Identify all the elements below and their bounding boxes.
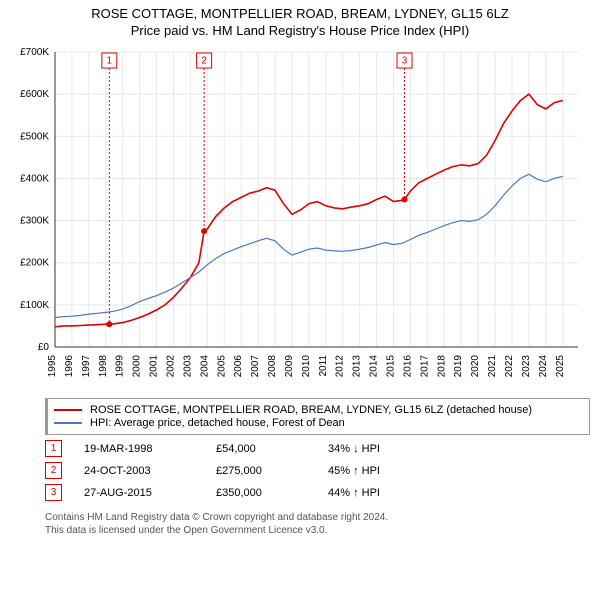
footnote-line1: Contains HM Land Registry data © Crown c… (45, 511, 590, 524)
svg-text:1: 1 (107, 56, 113, 67)
footnote-line2: This data is licensed under the Open Gov… (45, 524, 590, 537)
sale-date-2: 24-OCT-2003 (84, 465, 194, 477)
svg-text:2006: 2006 (233, 355, 244, 378)
svg-text:2010: 2010 (301, 355, 312, 378)
svg-text:1996: 1996 (64, 355, 75, 378)
sale-diff-3: 44% ↑ HPI (328, 487, 418, 499)
sale-diff-1: 34% ↓ HPI (328, 443, 418, 455)
svg-text:2003: 2003 (182, 355, 193, 378)
svg-text:2018: 2018 (436, 355, 447, 378)
svg-text:2020: 2020 (470, 355, 481, 378)
svg-text:2019: 2019 (453, 355, 464, 378)
sales-table: 1 19-MAR-1998 £54,000 34% ↓ HPI 2 24-OCT… (45, 440, 590, 501)
sale-badge-2: 2 (45, 462, 62, 479)
svg-text:2013: 2013 (352, 355, 363, 378)
legend: ROSE COTTAGE, MONTPELLIER ROAD, BREAM, L… (45, 398, 590, 435)
svg-text:£100K: £100K (20, 300, 49, 311)
footnote: Contains HM Land Registry data © Crown c… (45, 511, 590, 537)
svg-text:2016: 2016 (402, 355, 413, 378)
svg-text:2011: 2011 (318, 355, 329, 377)
svg-text:2001: 2001 (149, 355, 160, 378)
sale-date-3: 27-AUG-2015 (84, 487, 194, 499)
chart-area: £0 £100K £200K £300K £400K £500K £600K £700K 199… (10, 42, 590, 392)
svg-text:2009: 2009 (284, 355, 295, 378)
svg-text:1998: 1998 (98, 355, 109, 378)
svg-text:2002: 2002 (165, 355, 176, 378)
svg-text:£400K: £400K (20, 173, 49, 184)
svg-text:3: 3 (402, 56, 408, 67)
svg-text:2025: 2025 (555, 355, 566, 378)
svg-text:2000: 2000 (132, 355, 143, 378)
sale-diff-2: 45% ↑ HPI (328, 465, 418, 477)
svg-text:2008: 2008 (267, 355, 278, 378)
title-address: ROSE COTTAGE, MONTPELLIER ROAD, BREAM, L… (0, 6, 600, 21)
svg-text:2: 2 (201, 56, 207, 67)
legend-swatch-property (54, 409, 82, 411)
sale-badge-1: 1 (45, 440, 62, 457)
svg-text:2005: 2005 (216, 355, 227, 378)
svg-text:2015: 2015 (386, 355, 397, 378)
svg-text:£200K: £200K (20, 258, 49, 269)
svg-text:2022: 2022 (504, 355, 515, 378)
legend-row-property: ROSE COTTAGE, MONTPELLIER ROAD, BREAM, L… (54, 404, 583, 416)
svg-text:1997: 1997 (81, 355, 92, 378)
svg-text:£600K: £600K (20, 89, 49, 100)
legend-swatch-hpi (54, 422, 82, 424)
title-subtitle: Price paid vs. HM Land Registry's House … (0, 23, 600, 38)
svg-text:2023: 2023 (521, 355, 532, 378)
svg-text:1999: 1999 (115, 355, 126, 378)
legend-label-hpi: HPI: Average price, detached house, Fore… (90, 417, 345, 429)
sale-price-2: £275,000 (216, 465, 306, 477)
sale-price-1: £54,000 (216, 443, 306, 455)
svg-text:2014: 2014 (369, 355, 380, 378)
svg-text:£0: £0 (38, 342, 50, 353)
title-block: ROSE COTTAGE, MONTPELLIER ROAD, BREAM, L… (0, 0, 600, 38)
svg-text:2021: 2021 (487, 355, 498, 378)
sale-row-2: 2 24-OCT-2003 £275,000 45% ↑ HPI (45, 462, 590, 479)
svg-text:£500K: £500K (20, 131, 49, 142)
svg-text:2004: 2004 (199, 355, 210, 378)
sale-row-1: 1 19-MAR-1998 £54,000 34% ↓ HPI (45, 440, 590, 457)
legend-row-hpi: HPI: Average price, detached house, Fore… (54, 417, 583, 429)
svg-text:1995: 1995 (47, 355, 58, 378)
sale-date-1: 19-MAR-1998 (84, 443, 194, 455)
sale-price-3: £350,000 (216, 487, 306, 499)
legend-label-property: ROSE COTTAGE, MONTPELLIER ROAD, BREAM, L… (90, 404, 532, 416)
svg-text:2007: 2007 (250, 355, 261, 378)
sale-row-3: 3 27-AUG-2015 £350,000 44% ↑ HPI (45, 484, 590, 501)
svg-text:2012: 2012 (335, 355, 346, 378)
svg-text:£700K: £700K (20, 47, 49, 58)
svg-text:2017: 2017 (419, 355, 430, 378)
price-chart: £0 £100K £200K £300K £400K £500K £600K £700K 199… (10, 42, 590, 387)
sale-badge-3: 3 (45, 484, 62, 501)
svg-text:2024: 2024 (538, 355, 549, 378)
svg-text:£300K: £300K (20, 216, 49, 227)
